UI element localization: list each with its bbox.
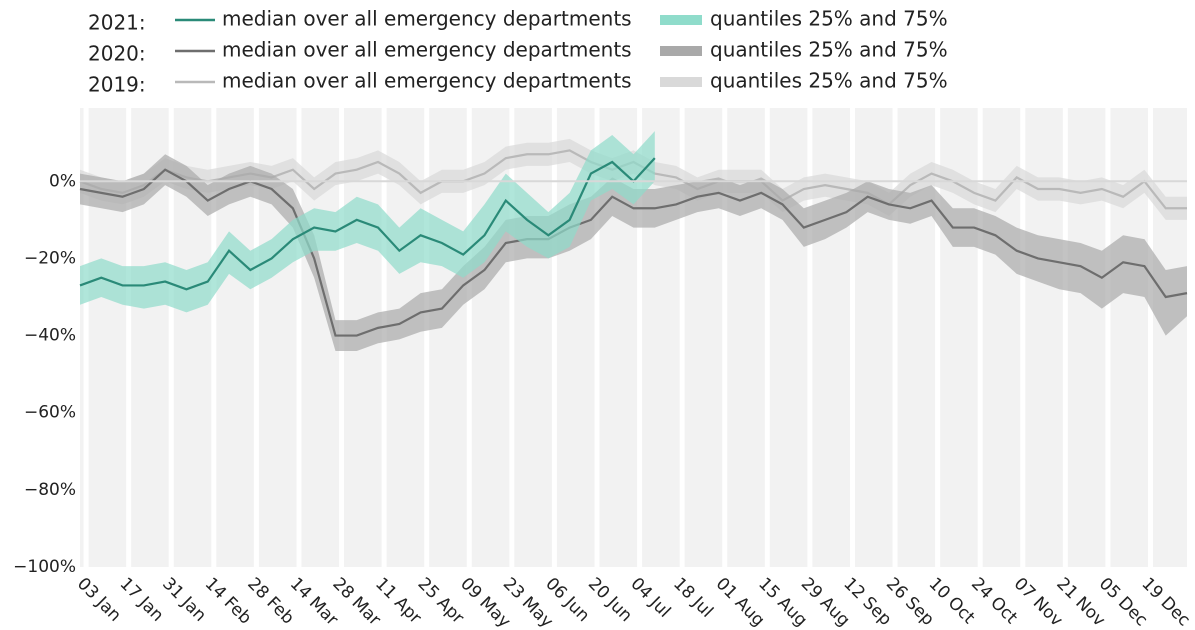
quantile-band — [80, 154, 1187, 351]
legend: 2021: median over all emergency departmen… — [88, 7, 948, 97]
x-tick-label: 24 Oct — [967, 574, 1021, 628]
legend-label: quantiles 25% and 75% — [710, 38, 948, 62]
legend-label: median over all emergency departments — [222, 69, 632, 93]
x-tick-label: 28 Feb — [243, 574, 298, 629]
legend-group: 2021: — [88, 11, 146, 35]
legend-label: median over all emergency departments — [222, 7, 632, 31]
x-tick-label: 20 Jun — [584, 574, 636, 626]
y-tick-label: −40% — [24, 326, 76, 346]
legend-band — [660, 77, 702, 87]
legend-label: quantiles 25% and 75% — [710, 7, 948, 31]
legend-band — [660, 46, 702, 56]
y-tick-label: −80% — [24, 480, 76, 500]
y-tick-label: −20% — [24, 248, 76, 268]
y-tick-label: −100% — [13, 557, 76, 577]
legend-group: 2020: — [88, 42, 146, 66]
x-tick-label: 14 Feb — [201, 574, 256, 629]
x-tick-label: 04 Jul — [627, 574, 675, 622]
x-tick-label: 31 Jan — [158, 574, 210, 626]
y-tick-label: 0% — [49, 171, 76, 191]
median-line — [79, 157, 656, 291]
x-tick-label: 17 Jan — [116, 574, 168, 626]
quantile-band — [80, 138, 1187, 220]
x-tick-label: 25 Apr — [414, 574, 468, 628]
x-tick-label: 18 Jul — [669, 574, 717, 622]
legend-band — [660, 15, 702, 25]
x-tick-label: 03 Jan — [73, 574, 125, 626]
y-tick-label: −60% — [24, 403, 76, 423]
legend-label: median over all emergency departments — [222, 38, 632, 62]
legend-label: quantiles 25% and 75% — [710, 69, 948, 93]
quantile-band — [80, 131, 655, 313]
median-line — [79, 168, 1188, 337]
legend-group: 2019: — [88, 73, 146, 97]
